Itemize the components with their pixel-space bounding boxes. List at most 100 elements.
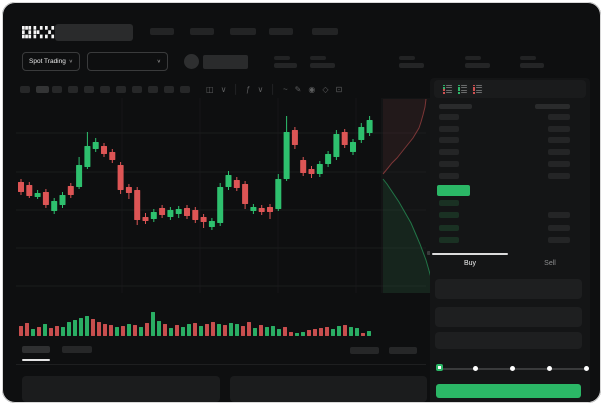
ticker-stat-label	[399, 56, 415, 60]
bottom-action-link[interactable]	[350, 347, 379, 354]
top-nav	[2, 2, 601, 44]
order-book-rows	[430, 78, 590, 253]
ticker-stats	[2, 2, 601, 77]
timeframe-button[interactable]	[36, 86, 49, 93]
ticker-stat-value	[465, 63, 490, 68]
bid-amount-bar	[548, 212, 570, 219]
chart-canvas[interactable]	[2, 97, 430, 342]
bottom-tab[interactable]	[62, 346, 92, 353]
timeframe-button[interactable]	[100, 86, 110, 93]
ask-price-bar	[439, 160, 459, 167]
timeframe-button[interactable]	[52, 86, 62, 93]
ask-amount-bar	[548, 137, 570, 144]
timeframe-button[interactable]	[116, 86, 126, 93]
price-field[interactable]	[435, 279, 582, 299]
bottom-action-link[interactable]	[389, 347, 417, 354]
ask-price-bar	[439, 125, 459, 132]
trade-tabs: Buy Sell	[430, 253, 590, 273]
ask-amount-bar	[548, 172, 570, 179]
ticker-stat-value	[274, 63, 297, 68]
candlestick-chart	[16, 98, 430, 336]
order-book-panel: Buy Sell	[430, 78, 590, 402]
chevron-down-icon: ∨	[68, 59, 73, 65]
ask-amount-bar	[548, 160, 570, 167]
ticker-stat-value	[310, 63, 335, 68]
indicator-icon[interactable]: ƒ	[246, 84, 251, 94]
bid-price-bar	[439, 224, 459, 231]
divider: │	[233, 84, 240, 94]
slider-stop[interactable]	[436, 364, 443, 371]
ticker-stat-label	[310, 56, 326, 60]
bid-price-bar	[439, 200, 459, 206]
orders-table	[22, 376, 220, 402]
timeframe-button[interactable]	[164, 86, 174, 93]
buy-tab-label: Buy	[463, 259, 477, 267]
line-tool-icon[interactable]: ~	[282, 84, 288, 94]
ask-amount-bar	[548, 114, 570, 120]
bid-price-bar	[439, 212, 459, 219]
slider-stop[interactable]	[510, 364, 515, 371]
ob-layout-both-icon[interactable]	[442, 83, 453, 95]
sell-tab-label: Sell	[544, 259, 556, 267]
timeframe-button[interactable]	[148, 86, 158, 93]
chevron-down-icon[interactable]: ∨	[257, 84, 264, 94]
slider-stop[interactable]	[584, 364, 589, 371]
bid-amount-bar	[548, 236, 570, 243]
ask-price-bar	[439, 149, 459, 156]
draw-icon[interactable]: ✎	[294, 84, 302, 94]
ticker-stat-value	[520, 63, 544, 68]
ask-amount-bar	[548, 149, 570, 156]
timeframe-button[interactable]	[180, 86, 190, 93]
bid-price-bar	[439, 236, 459, 243]
active-tab-underline	[22, 359, 50, 361]
bottom-section	[2, 2, 430, 403]
market-type-selector[interactable]: Spot Trading ∨	[22, 52, 80, 71]
fullscreen-icon[interactable]: ⊡	[335, 84, 343, 94]
ticker-stat-label	[274, 56, 290, 60]
nav-item[interactable]	[190, 28, 214, 35]
amount-field[interactable]	[435, 307, 582, 327]
ticker-stat-label	[520, 56, 536, 60]
orders-table	[230, 376, 427, 402]
bid-amount-bar	[548, 224, 570, 231]
timeframe-button[interactable]	[68, 86, 78, 93]
ob-column-header	[535, 104, 570, 109]
nav-item[interactable]	[312, 28, 338, 35]
account-button[interactable]	[203, 55, 248, 69]
buy-tab[interactable]: Buy	[430, 253, 510, 273]
order-form	[430, 78, 590, 402]
divider: │	[270, 84, 276, 94]
ticker-stat-label	[465, 56, 481, 60]
pair-selector[interactable]: ∨	[87, 52, 168, 71]
camera-icon[interactable]: ◉	[308, 84, 316, 94]
chevron-down-icon: ∨	[156, 59, 161, 65]
nav-item[interactable]	[269, 28, 293, 35]
settings-icon[interactable]: ◇	[322, 84, 329, 94]
nav-item[interactable]	[150, 28, 174, 35]
last-price-bar[interactable]	[437, 185, 470, 196]
candle-type-icon[interactable]: ◫	[206, 84, 214, 94]
ask-price-bar	[439, 172, 459, 179]
timeframe-button[interactable]	[20, 86, 30, 93]
divider	[16, 364, 426, 365]
ticker-stat-value	[399, 63, 424, 68]
ask-price-bar	[439, 137, 459, 144]
bottom-tab[interactable]	[22, 346, 50, 353]
search-input[interactable]	[55, 24, 133, 41]
ask-amount-bar	[548, 125, 570, 132]
nav-item[interactable]	[230, 28, 256, 35]
avatar[interactable]	[184, 54, 199, 69]
timeframe-button[interactable]	[132, 86, 142, 93]
timeframe-button[interactable]	[84, 86, 94, 93]
buy-submit-button[interactable]	[436, 384, 581, 398]
total-field[interactable]	[435, 332, 582, 349]
slider-stop[interactable]	[547, 364, 552, 371]
chart-toolbar	[2, 2, 432, 98]
slider-stop[interactable]	[473, 364, 478, 371]
sell-tab[interactable]: Sell	[510, 253, 590, 273]
chevron-down-icon[interactable]: ∨	[220, 84, 227, 94]
ob-layout-bids-icon[interactable]	[457, 83, 468, 95]
ob-layout-asks-icon[interactable]	[472, 83, 483, 95]
